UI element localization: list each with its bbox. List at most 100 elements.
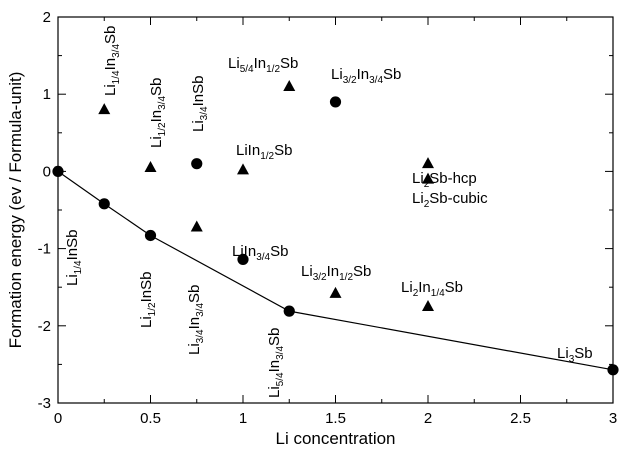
label-subscript: 3/4 (275, 346, 286, 360)
point-label: Li3/2In3/4Sb (331, 66, 401, 86)
x-tick-label: 1.5 (325, 410, 346, 427)
y-axis-title: Formation energy (ev / Formula-unit) (6, 72, 25, 349)
point-label: Li5/4In1/2Sb (228, 55, 298, 75)
label-subscript: 1/4 (111, 70, 122, 84)
x-tick-label: 0 (54, 410, 62, 427)
label-text: Li (331, 66, 343, 83)
point-label: Li2In1/4Sb (401, 279, 463, 299)
triangle-point (329, 286, 342, 298)
label-text: LiIn (236, 142, 260, 159)
label-text: In (186, 317, 203, 330)
point-label: Li2Sb-cubic (412, 190, 488, 210)
label-text: Sb-hcp (429, 170, 477, 187)
point-label: LiIn3/4Sb (232, 243, 288, 263)
label-subscript: 1/2 (260, 151, 274, 162)
y-tick-label: -2 (38, 318, 51, 335)
x-tick-label: 3 (609, 410, 617, 427)
label-text: Sb (148, 78, 165, 96)
label-text: InSb (64, 230, 81, 261)
label-text: Sb-cubic (429, 190, 488, 207)
y-tick-label: 2 (43, 9, 51, 26)
triangle-point (422, 172, 434, 184)
label-text: Sb (102, 26, 119, 44)
y-tick-label: 1 (43, 86, 51, 103)
label-text: Li (148, 136, 165, 148)
label-subscript: 1/2 (147, 302, 158, 316)
label-subscript: 3/4 (111, 44, 122, 58)
label-text: Sb (445, 279, 463, 296)
label-subscript: 3/4 (369, 75, 383, 86)
label-text: In (266, 360, 283, 373)
label-text: Li (186, 343, 203, 355)
y-tick-label: -3 (38, 395, 51, 412)
label-subscript: 2 (413, 288, 419, 299)
point-label: LiIn1/2Sb (236, 142, 292, 162)
label-text: In (148, 110, 165, 123)
label-text: Sb (280, 55, 298, 72)
y-tick-label: -1 (38, 241, 51, 258)
label-text: Sb (270, 243, 288, 260)
point-labels: Li1/4InSbLi1/2InSbLi3/4InSbLiIn3/4SbLi5/… (64, 26, 593, 398)
x-axis-title: Li concentration (275, 429, 395, 448)
x-tick-label: 0.5 (140, 410, 161, 427)
label-text: InSb (138, 272, 155, 303)
label-subscript: 3 (569, 354, 575, 365)
circle-point (144, 229, 157, 242)
label-subscript: 3/4 (256, 252, 270, 263)
label-text: In (102, 58, 119, 71)
triangle-point (422, 300, 434, 311)
data-markers (52, 79, 619, 376)
triangle-point (144, 161, 157, 173)
point-label: Li2Sb-hcp (412, 170, 477, 190)
point-label: Li3/4In3/4Sb (186, 285, 206, 355)
label-text: Li (412, 170, 424, 187)
point-label: Li3Sb (557, 345, 593, 365)
label-subscript: 1/2 (157, 122, 168, 136)
label-subscript: 2 (424, 199, 430, 210)
point-label: Li3/4InSb (190, 76, 210, 132)
label-text: Li (138, 316, 155, 328)
point-label: Li5/4In3/4Sb (266, 328, 286, 398)
circle-point (237, 253, 249, 266)
axis-ticks: 0 0.5 1 1.5 2 2.5 3 -3 -2 -1 0 1 2 (38, 9, 618, 427)
label-subscript: 3/4 (157, 96, 168, 110)
label-text: Li (102, 84, 119, 96)
triangle-point (422, 157, 434, 169)
label-text: Sb (266, 328, 283, 346)
y-tick-label: 0 (43, 163, 51, 180)
label-text: Li (401, 279, 413, 296)
circle-point (98, 198, 110, 210)
triangle-point (98, 103, 111, 115)
label-text: Li (228, 55, 240, 72)
label-subscript: 3/4 (195, 329, 206, 343)
label-text: In (254, 55, 267, 72)
point-label: Li1/4In3/4Sb (102, 26, 122, 96)
circle-point (191, 158, 203, 170)
x-tick-label: 2.5 (510, 410, 531, 427)
label-text: Sb (574, 345, 592, 362)
label-text: Sb (353, 263, 371, 280)
label-subscript: 1/2 (339, 272, 353, 283)
label-text: Li (190, 120, 207, 132)
point-label: Li1/4InSb (64, 230, 84, 286)
label-text: Sb (274, 142, 292, 159)
label-text: Li (64, 274, 81, 286)
x-tick-label: 2 (424, 410, 432, 427)
label-text: InSb (190, 76, 207, 107)
circle-point (283, 305, 295, 317)
label-text: Li (266, 386, 283, 398)
label-subscript: 3/2 (343, 75, 357, 86)
triangle-point (283, 79, 296, 91)
label-subscript: 1/2 (266, 64, 280, 75)
label-subscript: 2 (424, 179, 430, 190)
label-text: In (418, 279, 431, 296)
circle-point (329, 96, 342, 108)
label-text: Sb (186, 285, 203, 303)
x-tick-label: 1 (239, 410, 247, 427)
label-subscript: 3/4 (195, 303, 206, 317)
label-text: Li (301, 263, 313, 280)
point-label: Li1/2In3/4Sb (148, 78, 168, 148)
label-text: In (327, 263, 340, 280)
label-subscript: 1/4 (431, 288, 445, 299)
